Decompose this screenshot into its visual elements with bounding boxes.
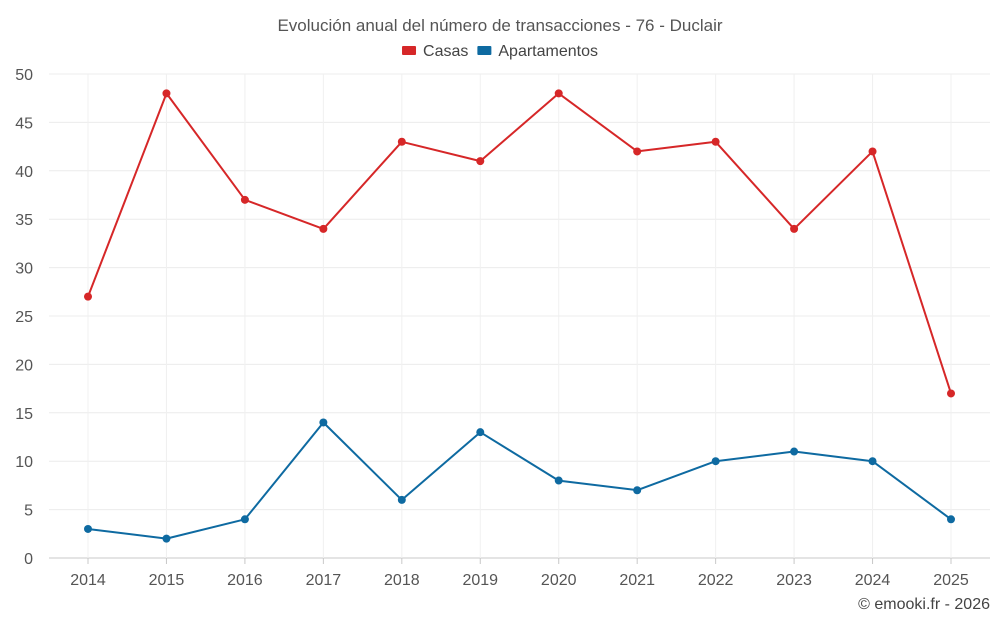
series-line (87, 92, 952, 394)
y-tick-label: 0 (24, 551, 33, 568)
series-casas (84, 89, 955, 398)
x-tick-label: 2022 (698, 572, 734, 589)
x-axis: 2014 2015 2016 2017 2018 2019 2020 2021 2022 2023… (70, 572, 969, 589)
series-line (87, 421, 952, 540)
data-point[interactable] (162, 534, 171, 543)
x-tick-label: 2015 (149, 572, 185, 589)
data-point[interactable] (240, 515, 249, 524)
data-point[interactable] (84, 292, 92, 301)
y-axis: 0 5 10 15 20 25 30 35 40 45 50 (15, 67, 33, 568)
x-tick-label: 2023 (776, 572, 812, 589)
x-tick-label: 2025 (933, 572, 969, 589)
y-tick-label: 35 (15, 212, 33, 229)
data-point[interactable] (947, 389, 955, 398)
gridlines (49, 73, 990, 564)
legend-item-apartamentos[interactable]: Apartamentos (477, 43, 598, 60)
y-tick-label: 10 (15, 454, 33, 471)
legend: Casas Apartamentos (402, 43, 598, 60)
legend-label: Casas (423, 43, 468, 60)
legend-item-casas[interactable]: Casas (402, 43, 468, 60)
data-point[interactable] (319, 224, 328, 233)
series-apartamentos (84, 418, 955, 543)
legend-swatch (402, 46, 417, 55)
y-tick-label: 50 (15, 67, 33, 84)
y-tick-label: 30 (15, 261, 33, 278)
x-tick-label: 2018 (384, 572, 420, 589)
data-point[interactable] (319, 418, 328, 427)
x-tick-label: 2021 (619, 572, 655, 589)
data-point[interactable] (711, 137, 720, 146)
data-point[interactable] (633, 147, 642, 156)
data-point[interactable] (240, 195, 249, 204)
y-tick-label: 20 (15, 357, 33, 374)
x-tick-label: 2019 (462, 572, 498, 589)
legend-swatch (477, 46, 492, 55)
x-tick-label: 2020 (541, 572, 577, 589)
data-point[interactable] (790, 224, 799, 233)
y-tick-label: 5 (24, 503, 33, 520)
data-point[interactable] (790, 447, 799, 456)
data-point[interactable] (397, 137, 406, 146)
x-tick-label: 2024 (855, 572, 891, 589)
data-point[interactable] (476, 428, 485, 437)
data-point[interactable] (162, 89, 171, 98)
y-tick-label: 40 (15, 164, 33, 181)
series-layer (84, 89, 955, 543)
data-point[interactable] (947, 515, 955, 524)
data-point[interactable] (397, 495, 406, 504)
y-tick-label: 15 (15, 406, 33, 423)
chart-title: Evolución anual del número de transaccio… (277, 16, 722, 35)
y-tick-label: 45 (15, 115, 33, 132)
legend-label: Apartamentos (498, 43, 598, 60)
data-point[interactable] (554, 89, 563, 98)
y-tick-label: 25 (15, 309, 33, 326)
x-tick-label: 2017 (306, 572, 342, 589)
data-point[interactable] (84, 524, 92, 533)
x-tick-label: 2014 (70, 572, 106, 589)
credit-text: © emooki.fr - 2026 (858, 596, 990, 613)
data-point[interactable] (476, 157, 485, 166)
data-point[interactable] (554, 476, 563, 485)
data-point[interactable] (868, 457, 877, 466)
data-point[interactable] (711, 457, 720, 466)
x-tick-label: 2016 (227, 572, 263, 589)
data-point[interactable] (633, 486, 642, 495)
data-point[interactable] (868, 147, 877, 156)
